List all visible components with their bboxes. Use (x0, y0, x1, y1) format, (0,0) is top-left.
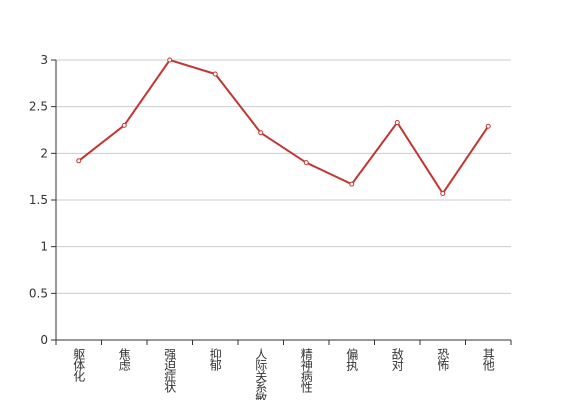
x-tick-label: 强迫症状 (163, 348, 177, 393)
point (121, 122, 127, 128)
y-tick-label: 2 (40, 146, 48, 160)
point (440, 190, 446, 196)
x-tick-label: 其他 (481, 348, 495, 371)
y-tick-label: 1 (40, 240, 48, 254)
y-tick-label: 1.5 (29, 193, 48, 207)
x-tick-label: 偏执 (345, 347, 359, 372)
x-tick-label: 焦虑 (117, 348, 131, 371)
x-tick-label: 抑郁 (208, 347, 222, 372)
y-tick-label: 0 (40, 333, 48, 347)
point (349, 181, 355, 187)
x-tick-label: 敌对 (390, 347, 404, 371)
point (303, 160, 309, 166)
point (394, 120, 400, 126)
y-tick-label: 3 (40, 53, 48, 67)
line (78, 58, 490, 196)
point (76, 158, 82, 164)
x-tick-label: 精神病性 (299, 348, 313, 394)
y-tick-label: 0.5 (29, 286, 48, 300)
point (167, 57, 173, 63)
x-tick-label: 恐怖 (436, 348, 450, 371)
point (258, 130, 264, 136)
x-tick-label: 躯体化 (72, 347, 86, 383)
x-tick-label: 人际关系敏感 (254, 348, 268, 400)
point (485, 123, 491, 129)
point (212, 71, 218, 77)
y-tick-label: 2.5 (29, 100, 48, 114)
